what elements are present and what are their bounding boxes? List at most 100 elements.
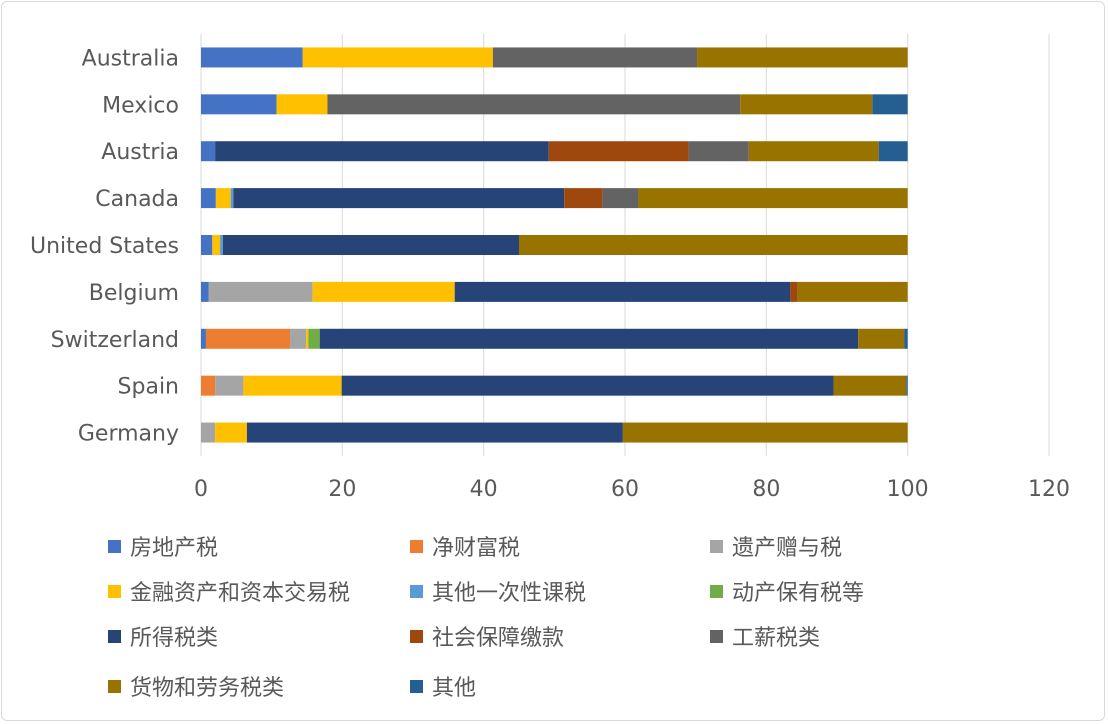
bar-segment: [222, 235, 519, 255]
bar-segment: [319, 328, 859, 349]
bar-segment: [243, 375, 342, 396]
bar-segment: [201, 94, 277, 115]
legend-item: 货物和劳务税类: [108, 670, 284, 702]
bar-segment: [622, 422, 908, 443]
y-tick-label: Austria: [101, 140, 179, 165]
legend-item: 所得税类: [108, 620, 218, 652]
bar-segment: [201, 281, 209, 302]
bar-segment: [208, 281, 313, 302]
legend-swatch: [410, 679, 423, 693]
legend-swatch: [710, 629, 723, 643]
legend-item: 遗产赠与税: [710, 530, 842, 562]
legend-swatch: [710, 584, 723, 598]
legend-label: 其他一次性课税: [432, 581, 587, 606]
bar-segment: [878, 141, 908, 162]
y-tick-label: Germany: [78, 422, 179, 447]
bar-segment: [327, 94, 741, 115]
bar-segment: [215, 422, 247, 443]
bar-segment: [212, 235, 221, 255]
legend-label: 遗产赠与税: [732, 536, 843, 561]
legend-label: 货物和劳务税类: [130, 676, 285, 701]
bar-segment: [276, 94, 328, 115]
legend-swatch: [108, 629, 121, 643]
bar-segment: [858, 328, 905, 349]
bar-segment: [833, 375, 907, 396]
bar-segment: [215, 188, 231, 209]
x-tick-label: 100: [887, 477, 929, 502]
legend-item: 金融资产和资本交易税: [108, 575, 350, 607]
bar-segment: [246, 422, 623, 443]
legend-swatch: [410, 584, 423, 598]
bar-segment: [548, 141, 689, 162]
bar-segment: [492, 47, 698, 68]
bar-segment: [564, 188, 603, 209]
bar-segment: [904, 328, 908, 349]
bar-segment: [308, 328, 320, 349]
legend-swatch: [710, 539, 723, 553]
y-tick-label: Spain: [118, 375, 179, 400]
bar-segment: [697, 47, 908, 68]
bar-segment: [201, 47, 303, 68]
legend-label: 社会保障缴款: [432, 626, 565, 651]
legend-label: 所得税类: [130, 626, 219, 651]
legend-label: 工薪税类: [732, 626, 821, 651]
legend-item: 净财富税: [410, 530, 520, 562]
bar-segment: [602, 188, 639, 209]
bar-segment: [302, 47, 493, 68]
x-tick-label: 40: [470, 477, 498, 502]
bar-segment: [201, 188, 216, 209]
bar-segment: [341, 375, 834, 396]
legend-item: 社会保障缴款: [410, 620, 564, 652]
legend-label: 金融资产和资本交易税: [130, 581, 351, 606]
legend-label: 动产保有税等: [732, 581, 865, 606]
bar-segment: [201, 328, 206, 349]
legend-item: 动产保有税等: [710, 575, 864, 607]
bar-segment: [797, 281, 908, 302]
y-tick-label: Canada: [95, 187, 179, 212]
bar-segment: [906, 375, 908, 396]
bar-segment: [740, 94, 873, 115]
bar-segment: [201, 422, 216, 443]
bar-segment: [290, 328, 307, 349]
bar-segment: [230, 188, 234, 209]
legend-label: 其他: [432, 676, 477, 701]
bar-segment: [220, 235, 223, 255]
x-tick-label: 20: [328, 477, 356, 502]
bar-segment: [233, 188, 565, 209]
x-tick-label: 0: [194, 477, 208, 502]
bar-segment: [638, 188, 908, 209]
bar-segment: [872, 94, 908, 115]
bar-segment: [688, 141, 749, 162]
y-tick-label: Mexico: [102, 93, 179, 118]
bar-segment: [790, 281, 798, 302]
y-tick-label: Belgium: [89, 281, 179, 306]
bar-segment: [215, 141, 549, 162]
bar-segment: [454, 281, 791, 302]
bar-segment: [201, 375, 216, 396]
bar-segment: [215, 375, 244, 396]
legend-label: 净财富税: [432, 536, 521, 561]
legend-item: 房地产税: [108, 530, 218, 562]
legend-item: 工薪税类: [710, 620, 820, 652]
bar-segment: [201, 141, 216, 162]
legend-swatch: [410, 539, 423, 553]
y-tick-label: Australia: [82, 46, 179, 71]
x-tick-label: 120: [1028, 477, 1070, 502]
bar-segment: [519, 235, 908, 255]
y-tick-label: Switzerland: [51, 328, 179, 353]
y-tick-label: United States: [30, 234, 179, 259]
legend-item: 其他一次性课税: [410, 575, 586, 607]
legend-swatch: [108, 584, 121, 598]
bar-segment: [306, 328, 309, 349]
legend-item: 其他: [410, 670, 476, 702]
bar-segment: [312, 281, 455, 302]
x-tick-label: 80: [752, 477, 780, 502]
bar-segment: [205, 328, 291, 349]
legend-swatch: [108, 539, 121, 553]
bar-segment: [201, 235, 213, 255]
x-tick-label: 60: [611, 477, 639, 502]
legend-swatch: [108, 679, 121, 693]
bar-segment: [748, 141, 879, 162]
